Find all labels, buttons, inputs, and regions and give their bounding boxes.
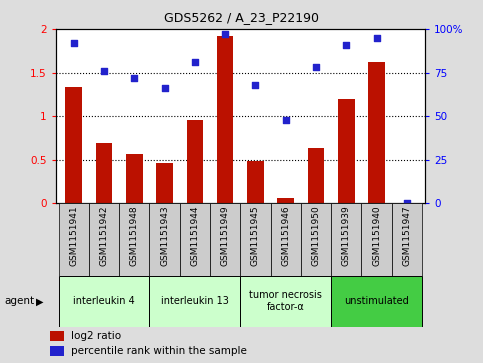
Text: GSM1151947: GSM1151947 [402, 205, 412, 266]
Bar [58, 276, 149, 327]
Text: tumor necrosis
factor-α: tumor necrosis factor-α [249, 290, 322, 312]
Text: interleukin 13: interleukin 13 [161, 296, 229, 306]
Text: interleukin 4: interleukin 4 [73, 296, 135, 306]
Bar [149, 276, 241, 327]
Text: agent: agent [5, 296, 35, 306]
Text: GSM1151942: GSM1151942 [99, 205, 109, 266]
Text: GSM1151939: GSM1151939 [342, 205, 351, 266]
Bar [241, 203, 270, 276]
Point [161, 85, 169, 91]
Bar [50, 346, 64, 356]
Bar [338, 99, 355, 203]
Bar [210, 203, 241, 276]
Point [403, 200, 411, 206]
Bar [270, 203, 301, 276]
Bar [50, 331, 64, 341]
Bar [301, 203, 331, 276]
Point [130, 75, 138, 81]
Bar [331, 203, 361, 276]
Point [282, 117, 290, 123]
Bar [241, 276, 331, 327]
Bar [96, 143, 113, 203]
Point [373, 35, 381, 41]
Bar [180, 203, 210, 276]
Text: GSM1151949: GSM1151949 [221, 205, 229, 266]
Text: GSM1151940: GSM1151940 [372, 205, 381, 266]
Bar [331, 276, 422, 327]
Bar [368, 62, 385, 203]
Point [221, 31, 229, 37]
Text: GDS5262 / A_23_P22190: GDS5262 / A_23_P22190 [164, 11, 319, 24]
Bar [156, 163, 173, 203]
Bar [308, 148, 325, 203]
Bar [119, 203, 149, 276]
Bar [247, 160, 264, 203]
Bar [277, 198, 294, 203]
Bar [186, 120, 203, 203]
Text: GSM1151943: GSM1151943 [160, 205, 169, 266]
Text: GSM1151946: GSM1151946 [281, 205, 290, 266]
Text: ▶: ▶ [36, 296, 44, 306]
Point [342, 42, 350, 48]
Bar [89, 203, 119, 276]
Point [100, 68, 108, 74]
Bar [217, 36, 233, 203]
Point [252, 82, 259, 88]
Text: percentile rank within the sample: percentile rank within the sample [71, 346, 247, 356]
Text: unstimulated: unstimulated [344, 296, 409, 306]
Text: log2 ratio: log2 ratio [71, 331, 121, 341]
Bar [392, 203, 422, 276]
Bar [58, 203, 89, 276]
Text: GSM1151944: GSM1151944 [190, 205, 199, 266]
Point [191, 59, 199, 65]
Text: GSM1151948: GSM1151948 [130, 205, 139, 266]
Bar [126, 155, 142, 203]
Point [70, 40, 78, 46]
Bar [149, 203, 180, 276]
Bar [65, 87, 82, 203]
Text: GSM1151945: GSM1151945 [251, 205, 260, 266]
Text: GSM1151941: GSM1151941 [69, 205, 78, 266]
Point [312, 65, 320, 70]
Text: GSM1151950: GSM1151950 [312, 205, 321, 266]
Bar [361, 203, 392, 276]
